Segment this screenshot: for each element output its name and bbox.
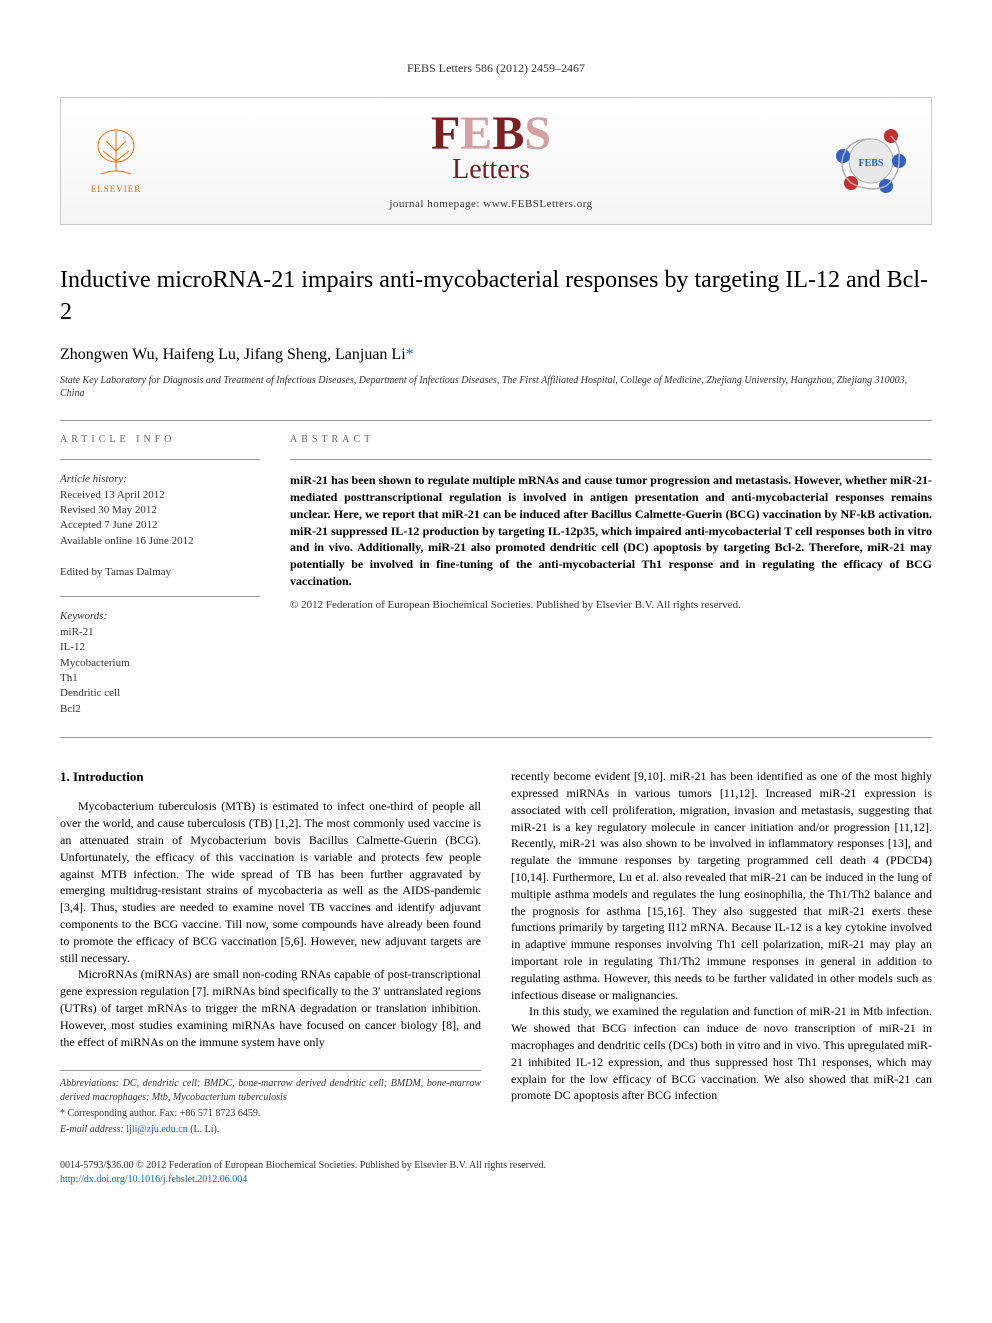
keyword-1: IL-12	[60, 640, 260, 655]
history-received: Received 13 April 2012	[60, 488, 260, 503]
article-history: Article history: Received 13 April 2012 …	[60, 472, 260, 549]
divider-top	[60, 420, 932, 421]
authors-list: Zhongwen Wu, Haifeng Lu, Jifang Sheng, L…	[60, 346, 406, 363]
editor-line: Edited by Tamas Dalmay	[60, 565, 260, 580]
info-divider-1	[60, 459, 260, 460]
history-label: Article history:	[60, 472, 260, 487]
elsevier-tree-icon	[91, 126, 141, 181]
info-divider-2	[60, 596, 260, 597]
footer-doi[interactable]: http://dx.doi.org/10.1016/j.febslet.2012…	[60, 1173, 932, 1187]
journal-header: ELSEVIER FEBS Letters journal homepage: …	[60, 97, 932, 226]
abstract-header: ABSTRACT	[290, 433, 932, 447]
article-info-panel: ARTICLE INFO Article history: Received 1…	[60, 433, 260, 717]
corresponding-marker: *	[406, 346, 414, 363]
editor-block: Edited by Tamas Dalmay	[60, 565, 260, 580]
abstract-divider	[290, 459, 932, 460]
footnote-email: E-mail address: ljli@zju.edu.cn (L. Li).	[60, 1123, 481, 1137]
column-right: recently become evident [9,10]. miR-21 h…	[511, 768, 932, 1139]
journal-homepage[interactable]: journal homepage: www.FEBSLetters.org	[151, 197, 831, 212]
col1-para-2: MicroRNAs (miRNAs) are small non-coding …	[60, 966, 481, 1050]
col2-para-1: recently become evident [9,10]. miR-21 h…	[511, 768, 932, 1003]
abbr-text: Abbreviations: DC, dendritic cell; BMDC,…	[60, 1078, 481, 1103]
col2-para-2: In this study, we examined the regulatio…	[511, 1003, 932, 1104]
keyword-4: Dendritic cell	[60, 686, 260, 701]
febs-badge-icon: FEBS	[831, 121, 911, 201]
header-citation: FEBS Letters 586 (2012) 2459–2467	[60, 60, 932, 77]
affiliation: State Key Laboratory for Diagnosis and T…	[60, 374, 932, 400]
keywords-block: Keywords: miR-21 IL-12 Mycobacterium Th1…	[60, 609, 260, 717]
page-footer: 0014-5793/$36.00 © 2012 Federation of Eu…	[60, 1159, 932, 1187]
email-link[interactable]: ljli@zju.edu.cn	[126, 1124, 187, 1135]
footnote-abbreviations: Abbreviations: DC, dendritic cell; BMDC,…	[60, 1077, 481, 1105]
journal-title-block: FEBS Letters journal homepage: www.FEBSL…	[151, 110, 831, 213]
email-name: (L. Li).	[190, 1124, 219, 1135]
keyword-2: Mycobacterium	[60, 656, 260, 671]
footnotes: Abbreviations: DC, dendritic cell; BMDC,…	[60, 1070, 481, 1137]
history-revised: Revised 30 May 2012	[60, 503, 260, 518]
article-title: Inductive microRNA-21 impairs anti-mycob…	[60, 265, 932, 327]
body-columns: 1. Introduction Mycobacterium tuberculos…	[60, 768, 932, 1139]
divider-mid	[60, 737, 932, 738]
article-info-header: ARTICLE INFO	[60, 433, 260, 447]
keywords-label: Keywords:	[60, 609, 260, 624]
elsevier-text: ELSEVIER	[91, 183, 142, 196]
history-online: Available online 16 June 2012	[60, 534, 260, 549]
footer-issn: 0014-5793/$36.00 © 2012 Federation of Eu…	[60, 1159, 932, 1173]
abstract-panel: ABSTRACT miR-21 has been shown to regula…	[290, 433, 932, 717]
keyword-5: Bcl2	[60, 702, 260, 717]
febs-letters-text: Letters	[151, 150, 831, 189]
history-accepted: Accepted 7 June 2012	[60, 518, 260, 533]
footnote-corresponding: * Corresponding author. Fax: +86 571 872…	[60, 1107, 481, 1121]
abstract-text: miR-21 has been shown to regulate multip…	[290, 472, 932, 590]
section-1-title: 1. Introduction	[60, 768, 481, 786]
col1-para-1: Mycobacterium tuberculosis (MTB) is esti…	[60, 798, 481, 966]
column-left: 1. Introduction Mycobacterium tuberculos…	[60, 768, 481, 1139]
elsevier-logo[interactable]: ELSEVIER	[81, 121, 151, 201]
email-label: E-mail address:	[60, 1124, 124, 1135]
authors: Zhongwen Wu, Haifeng Lu, Jifang Sheng, L…	[60, 344, 932, 366]
keyword-0: miR-21	[60, 625, 260, 640]
keyword-3: Th1	[60, 671, 260, 686]
svg-text:FEBS: FEBS	[858, 158, 883, 169]
abstract-copyright: © 2012 Federation of European Biochemica…	[290, 598, 932, 613]
